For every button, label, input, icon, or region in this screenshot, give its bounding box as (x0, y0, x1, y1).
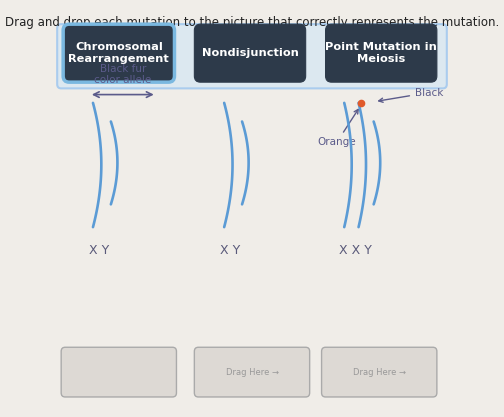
Text: Black fur
color allele: Black fur color allele (94, 64, 151, 85)
Text: Point Mutation in
Meiosis: Point Mutation in Meiosis (325, 43, 437, 64)
Text: Black: Black (379, 88, 444, 102)
FancyBboxPatch shape (322, 347, 437, 397)
Text: Nondisjunction: Nondisjunction (202, 48, 298, 58)
Text: Drag and drop each mutation to the picture that correctly represents the mutatio: Drag and drop each mutation to the pictu… (5, 16, 499, 29)
Text: X X Y: X X Y (339, 244, 372, 257)
Text: Drag Here →: Drag Here → (353, 368, 406, 377)
FancyBboxPatch shape (57, 24, 447, 88)
FancyBboxPatch shape (326, 24, 437, 82)
Text: Drag Here →: Drag Here → (225, 368, 279, 377)
Text: Chromosomal
Rearrangement: Chromosomal Rearrangement (69, 43, 169, 64)
Text: X Y: X Y (89, 244, 109, 257)
Text: X Y: X Y (220, 244, 240, 257)
FancyBboxPatch shape (195, 24, 305, 82)
FancyBboxPatch shape (195, 347, 309, 397)
FancyBboxPatch shape (63, 24, 174, 82)
Text: Orange: Orange (318, 109, 358, 147)
FancyBboxPatch shape (61, 347, 176, 397)
